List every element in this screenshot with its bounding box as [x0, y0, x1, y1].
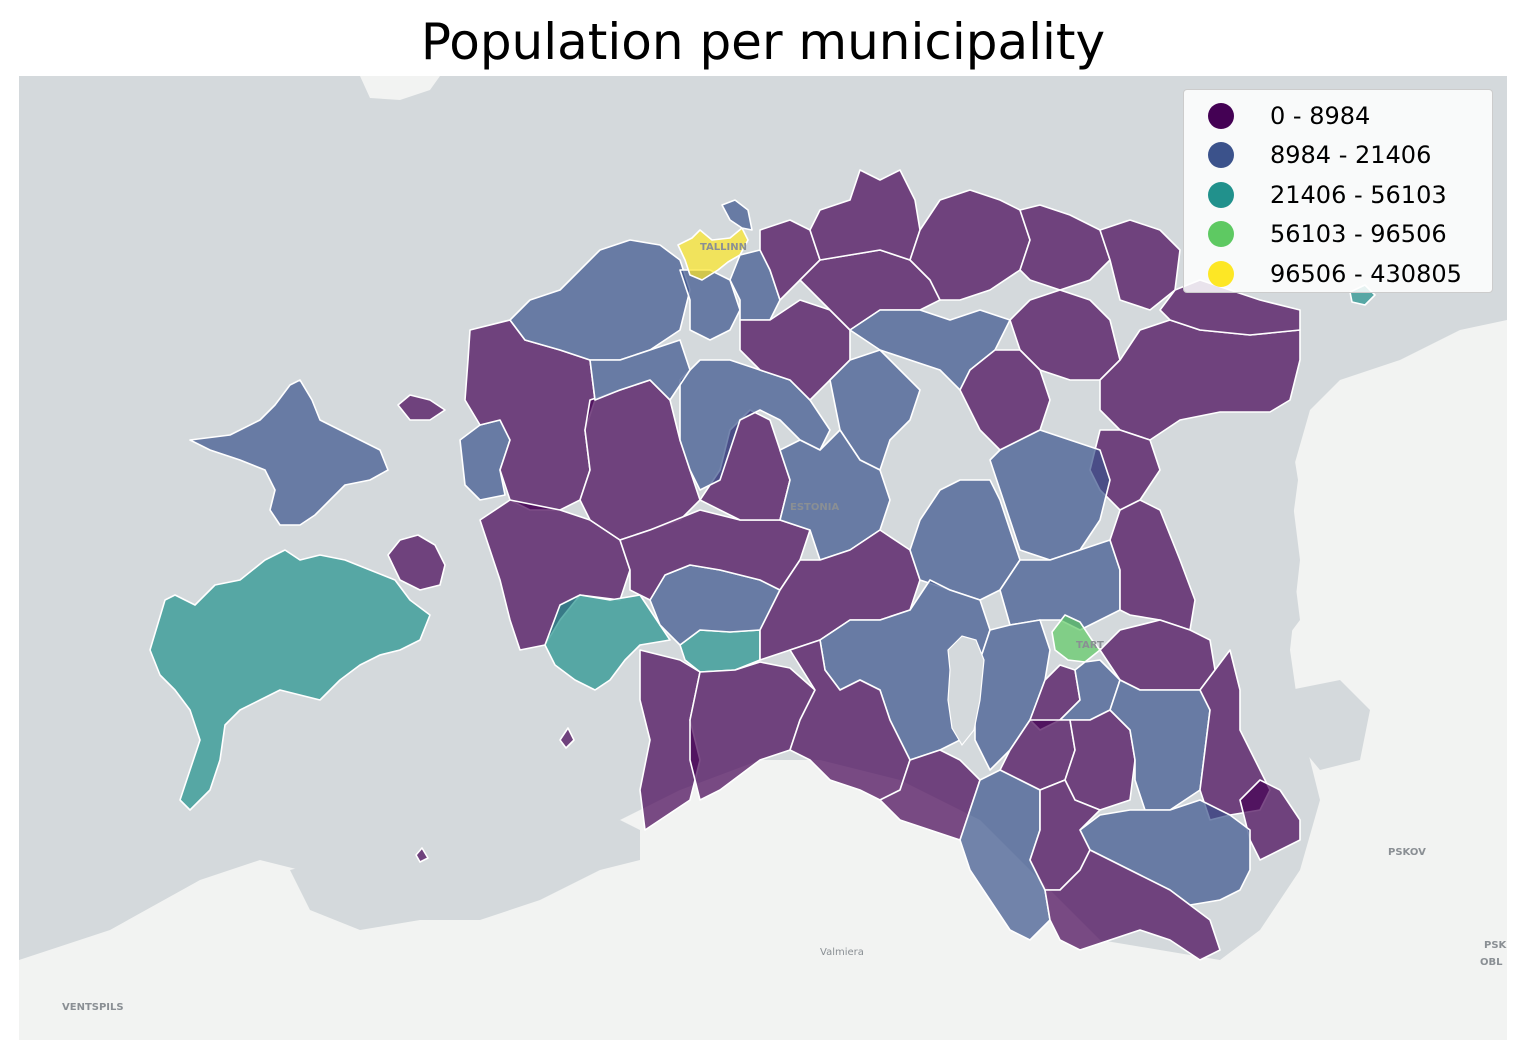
region-tamsalu[interactable]	[959, 349, 1051, 451]
label-tallinn: TALLINN	[700, 242, 747, 253]
region-kohila[interactable]	[679, 359, 831, 491]
region-vormsi[interactable]	[397, 394, 446, 421]
region-setomaa[interactable]	[1239, 779, 1301, 861]
legend-label: 96506 - 430805	[1270, 259, 1462, 288]
legend: 0 - 8984 8984 - 21406 21406 - 56103 5610…	[1183, 89, 1493, 293]
legend-label: 56103 - 96506	[1270, 220, 1447, 249]
latvia-land	[19, 320, 1507, 1040]
region-laaneranna[interactable]	[479, 499, 631, 651]
region-tallinn[interactable]	[677, 227, 749, 281]
label-obl: OBL	[1480, 957, 1503, 968]
region-kanepi[interactable]	[1064, 709, 1136, 811]
region-viimsi[interactable]	[721, 199, 753, 231]
label-ventspils: VENTSPILS	[62, 1002, 124, 1013]
legend-marker-icon	[1208, 260, 1234, 287]
region-saku[interactable]	[589, 339, 691, 401]
legend-marker-icon	[1208, 221, 1234, 248]
label-pskov: PSKOV	[1388, 847, 1426, 858]
lake-pskov	[1290, 680, 1370, 770]
legend-item: 21406 - 56103	[1184, 175, 1492, 215]
region-hiiumaa[interactable]	[189, 379, 389, 526]
legend-item: 8984 - 21406	[1184, 136, 1492, 176]
label-estonia: ESTONIA	[790, 502, 839, 513]
label-tartu: TART	[1076, 640, 1104, 651]
region-rouge[interactable]	[1044, 849, 1221, 961]
legend-item: 56103 - 96506	[1184, 215, 1492, 255]
region-jogeva[interactable]	[989, 429, 1111, 561]
legend-marker-icon	[1208, 142, 1234, 169]
region-ruhnu[interactable]	[415, 847, 429, 863]
region-muhu[interactable]	[387, 534, 446, 591]
legend-item: 96506 - 430805	[1184, 254, 1492, 294]
region-haljala[interactable]	[1019, 204, 1111, 291]
legend-label: 0 - 8984	[1270, 101, 1371, 130]
region-jarva[interactable]	[779, 429, 891, 561]
region-parnu[interactable]	[544, 594, 671, 691]
lake-peipus	[1140, 412, 1300, 660]
region-saaremaa[interactable]	[149, 549, 431, 811]
legend-marker-icon	[1208, 102, 1234, 129]
lake-vortsjarv	[947, 635, 985, 747]
region-polva[interactable]	[1109, 679, 1211, 811]
legend-label: 21406 - 56103	[1270, 180, 1447, 209]
region-harku[interactable]	[679, 269, 741, 341]
region-kihnu[interactable]	[559, 727, 575, 749]
legend-label: 8984 - 21406	[1270, 141, 1432, 170]
label-valmiera: Valmiera	[820, 947, 864, 958]
region-haademeeste[interactable]	[639, 649, 701, 831]
legend-item: 0 - 8984	[1184, 96, 1492, 136]
finland-coast	[360, 76, 440, 100]
municipalities	[149, 169, 1376, 961]
region-marjamaa[interactable]	[619, 509, 811, 601]
region-peipsiaare[interactable]	[1109, 499, 1196, 631]
region-kuusalu[interactable]	[809, 169, 921, 261]
map-title: Population per municipality	[420, 13, 1106, 71]
legend-marker-icon	[1208, 181, 1234, 208]
label-psk: PSK	[1484, 940, 1507, 951]
gulf-riga	[290, 820, 640, 930]
